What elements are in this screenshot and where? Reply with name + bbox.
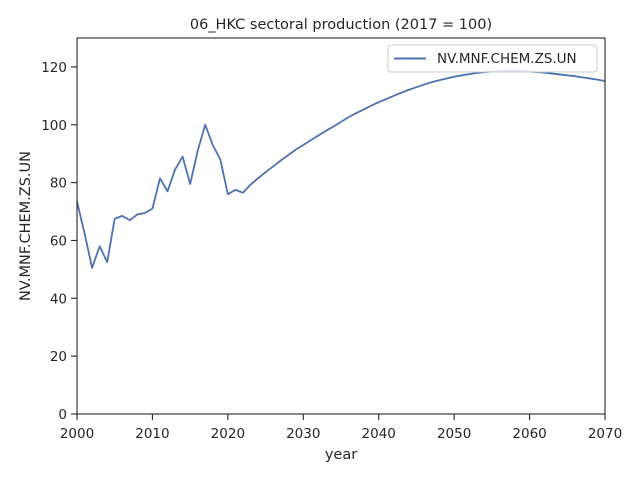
y-axis-label: NV.MNF.CHEM.ZS.UN (18, 151, 34, 301)
plot-frame (76, 37, 606, 415)
x-tick-label: 2070 (588, 426, 622, 442)
x-tick-label: 2030 (286, 426, 320, 442)
x-axis-ticks: 2000 2010 2020 2030 2040 2050 2060 2070 (60, 414, 622, 442)
legend-entry-label: NV.MNF.CHEM.ZS.UN (437, 51, 577, 67)
x-tick-label: 2020 (211, 426, 245, 442)
series-layer (76, 70, 606, 269)
x-tick-label: 2050 (437, 426, 471, 442)
y-tick-label: 100 (41, 118, 67, 134)
legend: NV.MNF.CHEM.ZS.UN (387, 44, 598, 73)
y-tick-label: 40 (50, 291, 67, 307)
x-tick-label: 2010 (135, 426, 169, 442)
y-tick-label: 120 (41, 60, 67, 76)
x-tick-label: 2000 (60, 426, 94, 442)
y-axis-ticks: 0 20 40 60 80 100 120 (41, 60, 77, 423)
x-tick-label: 2040 (362, 426, 396, 442)
x-tick-label: 2060 (512, 426, 546, 442)
y-tick-label: 0 (58, 407, 67, 423)
y-tick-label: 60 (50, 233, 67, 249)
y-tick-label: 20 (50, 349, 67, 365)
series-line-0 (76, 70, 606, 269)
x-axis-label: year (325, 447, 357, 463)
chart-title: 06_HKC sectoral production (2017 = 100) (190, 17, 492, 33)
legend-box (387, 44, 598, 73)
y-tick-label: 80 (50, 176, 67, 192)
